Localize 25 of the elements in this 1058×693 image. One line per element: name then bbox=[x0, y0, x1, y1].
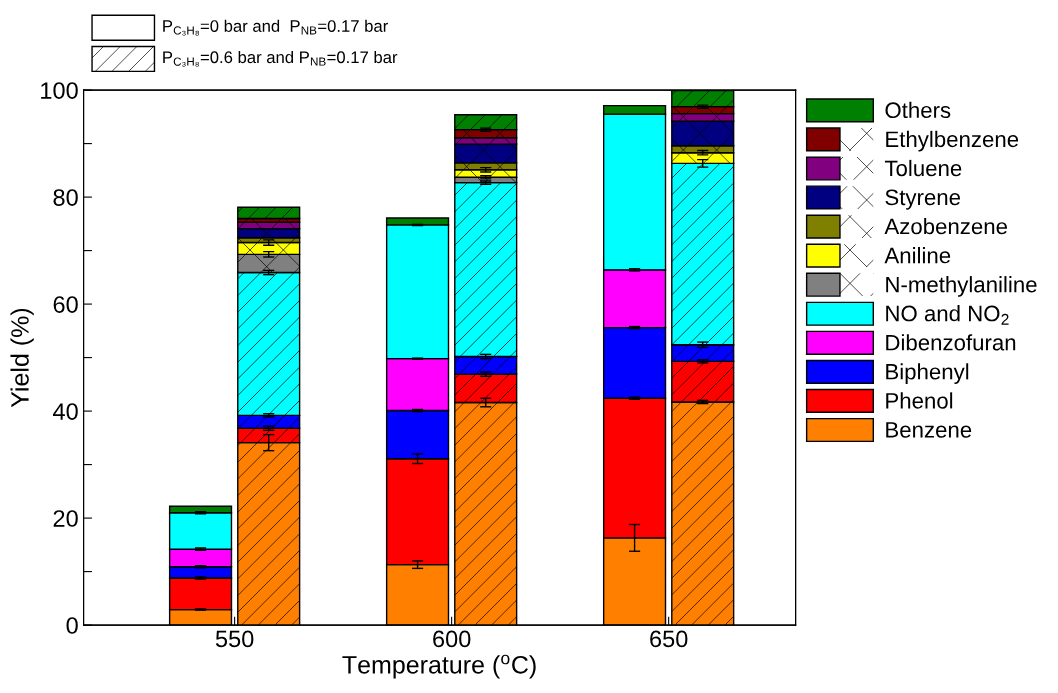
legend-label: NO and NO$_{2}$ bbox=[886, 305, 1009, 325]
legend-label: Others bbox=[885, 101, 951, 119]
legend-label: Styrene bbox=[885, 189, 961, 210]
y-tick-label: 40 bbox=[53, 403, 78, 420]
x-tick-label: 600 bbox=[433, 630, 471, 648]
y-axis-title: Yield (%) bbox=[10, 308, 34, 408]
text: P$_{C₃H₈}$=0 bar and P$_{NB}$=0.17 bar bbox=[163, 19, 388, 36]
legend-label: Aniline bbox=[884, 247, 951, 264]
legend-label: Azobenzene bbox=[884, 217, 1007, 235]
x-tick-label: 650 bbox=[650, 630, 688, 648]
legend-label: N-methylaniline bbox=[886, 276, 1037, 297]
y-tick-label: 20 bbox=[53, 510, 78, 527]
y-tick-label: 80 bbox=[53, 189, 78, 206]
legend-label: Benzene bbox=[886, 422, 972, 438]
y-tick-label: 100 bbox=[41, 82, 78, 99]
y-tick-label: 60 bbox=[53, 296, 78, 313]
y-tick-label: 0 bbox=[66, 617, 78, 634]
legend-label: Phenol bbox=[886, 392, 953, 409]
legend-label: Dibenzofuran bbox=[886, 334, 1016, 351]
x-axis-title: Temperature ($^{o}$C) bbox=[342, 654, 536, 679]
legend-label: Biphenyl bbox=[886, 363, 969, 384]
legend-label: Ethylbenzene bbox=[886, 130, 1019, 152]
x-tick-label: 550 bbox=[215, 630, 254, 648]
text: P$_{C₃H₈}$=0.6 bar and P$_{NB}$=0.17 bar bbox=[163, 50, 398, 67]
legend-label: Toluene bbox=[884, 159, 962, 177]
